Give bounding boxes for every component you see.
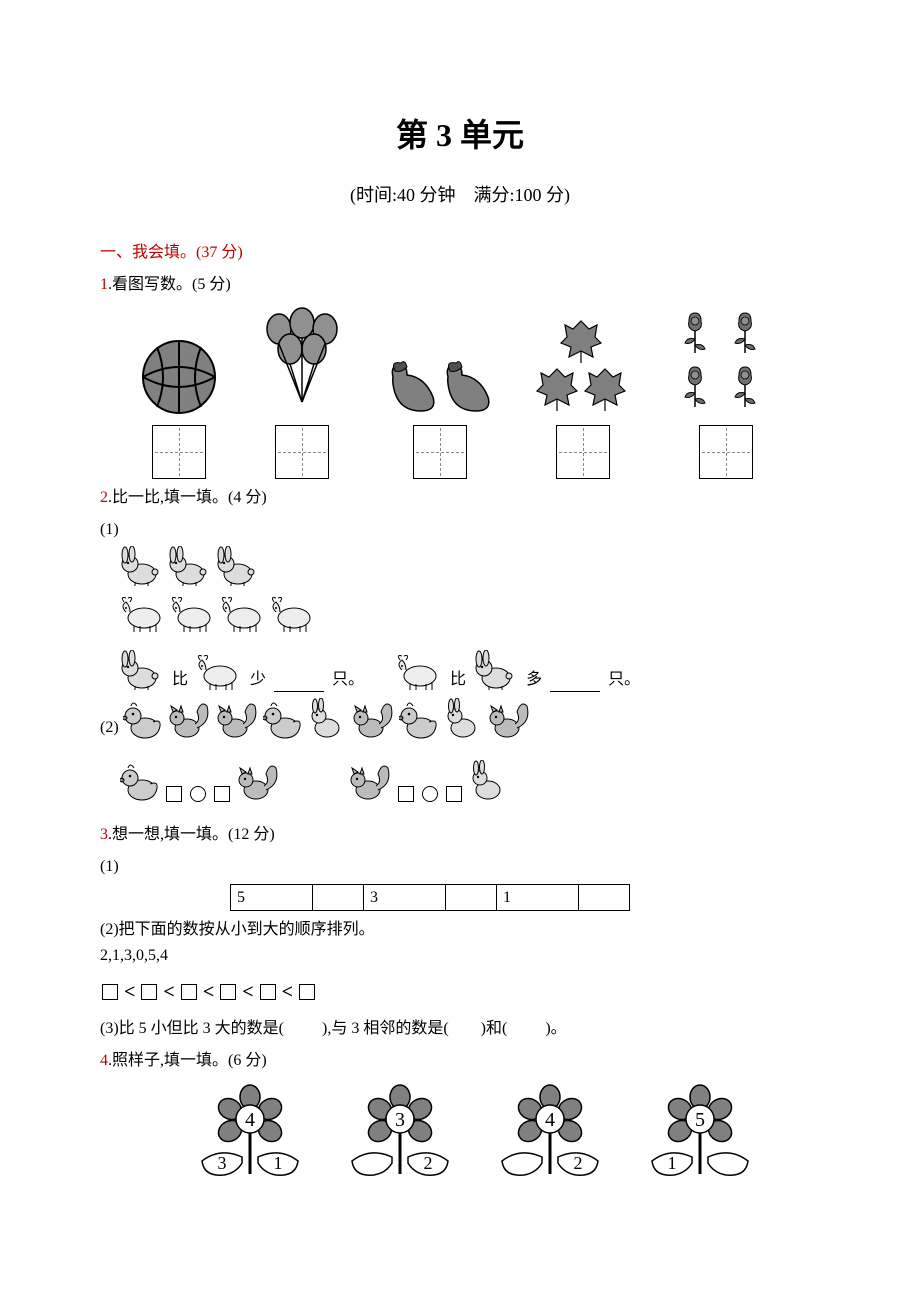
balloons-icon [257, 307, 347, 417]
q2-p2: (2) [100, 698, 820, 740]
answer-box[interactable] [556, 425, 610, 479]
table-cell[interactable] [313, 884, 364, 911]
q4-line: 4.照样子,填一填。(6 分) [100, 1048, 820, 1074]
svg-text:2: 2 [424, 1153, 433, 1173]
basketball-icon [139, 307, 219, 417]
squirrel-icon [487, 698, 531, 740]
q2-p1-compare: 比 少 只。 比 多 只。 [120, 650, 820, 692]
squirrel-icon [167, 698, 211, 740]
svg-text:4: 4 [545, 1109, 555, 1131]
svg-text:3: 3 [395, 1109, 405, 1131]
squirrel-icon [215, 698, 259, 740]
blank-box[interactable] [214, 786, 230, 802]
q2-p1-label: (1) [100, 517, 820, 543]
table-cell[interactable]: 3 [363, 884, 445, 911]
duck-icon [120, 760, 160, 802]
rabbit-row [120, 546, 820, 588]
table-cell[interactable]: 1 [496, 884, 578, 911]
answer-box[interactable] [275, 425, 329, 479]
q1-line: 1.看图写数。(5 分) [100, 272, 820, 298]
flower-row: 4 3 1 3 2 [190, 1084, 820, 1184]
flower-icon: 4 3 1 [190, 1084, 310, 1184]
page-title: 第 3 单元 [100, 110, 820, 161]
blank-box[interactable] [166, 786, 182, 802]
q3-line: 3.想一想,填一填。(12 分) [100, 822, 820, 848]
q3-p2-numbers: 2,1,3,0,5,4 [100, 943, 820, 969]
roses-icon [671, 307, 781, 417]
rabbit-icon [474, 650, 518, 692]
svg-text:2: 2 [574, 1153, 583, 1173]
q2-line: 2.比一比,填一填。(4 分) [100, 485, 820, 511]
blank-box[interactable] [398, 786, 414, 802]
operator-circle[interactable] [422, 786, 438, 802]
leaves-icon [533, 307, 633, 417]
q2-p2-compare [120, 760, 820, 802]
goat-icon [196, 650, 242, 692]
eggplants-icon [385, 307, 495, 417]
squirrel-icon [348, 760, 392, 802]
flower-icon: 5 1 [640, 1084, 760, 1184]
blank[interactable] [274, 676, 324, 692]
svg-text:5: 5 [695, 1109, 705, 1131]
page-subtitle: (时间:40 分钟 满分:100 分) [100, 181, 820, 210]
q3-p3: (3)比 5 小但比 3 大的数是( ),与 3 相邻的数是( )和( )。 [100, 1016, 820, 1042]
answer-box[interactable] [413, 425, 467, 479]
duck-icon [263, 698, 303, 740]
operator-circle[interactable] [190, 786, 206, 802]
blank[interactable] [550, 676, 600, 692]
rabbit2-icon [468, 760, 508, 802]
table-cell[interactable]: 5 [231, 884, 313, 911]
duck-icon [399, 698, 439, 740]
svg-text:3: 3 [218, 1153, 227, 1173]
rabbit-icon [120, 650, 164, 692]
answer-box[interactable] [152, 425, 206, 479]
flower-icon: 3 2 [340, 1084, 460, 1184]
squirrel-icon [236, 760, 280, 802]
rabbit2-icon [307, 698, 347, 740]
section-1-header: 一、我会填。(37 分) [100, 240, 820, 266]
flower-icon: 4 2 [490, 1084, 610, 1184]
q1-images [100, 307, 820, 479]
answer-box[interactable] [699, 425, 753, 479]
svg-text:1: 1 [274, 1153, 283, 1173]
svg-text:1: 1 [668, 1153, 677, 1173]
q3-p2-order: < < < < < [100, 976, 820, 1008]
goat-row [120, 592, 820, 634]
duck-icon [123, 698, 163, 740]
squirrel-icon [351, 698, 395, 740]
number-sequence-table: 5 3 1 [230, 884, 630, 912]
svg-text:4: 4 [245, 1109, 255, 1131]
q3-p1-label: (1) [100, 854, 820, 880]
goat-icon [396, 650, 442, 692]
table-cell[interactable] [579, 884, 630, 911]
q3-p2: (2)把下面的数按从小到大的顺序排列。 [100, 917, 820, 943]
rabbit2-icon [443, 698, 483, 740]
blank-box[interactable] [446, 786, 462, 802]
table-cell[interactable] [446, 884, 497, 911]
